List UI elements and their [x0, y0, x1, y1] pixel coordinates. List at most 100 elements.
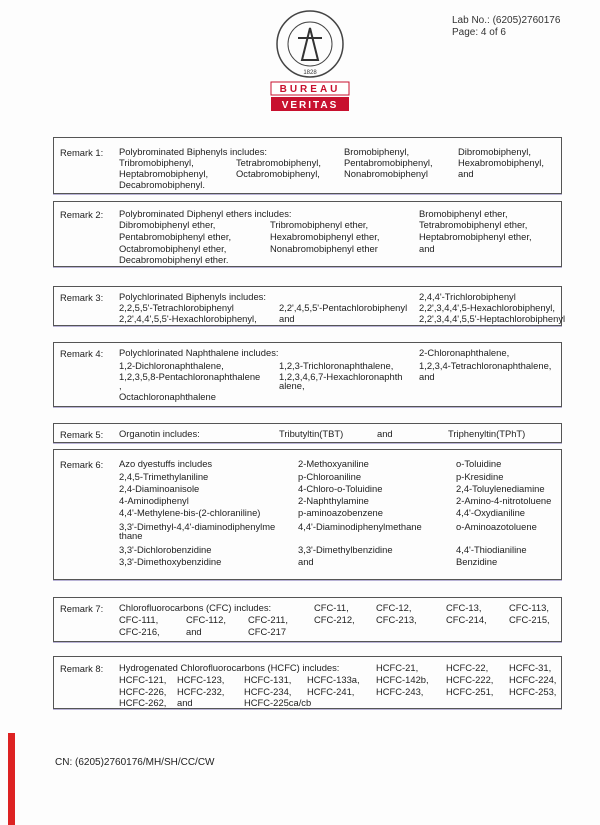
remark-item: Octabromobiphenyl,: [236, 168, 320, 179]
remark-box-7: Remark 7: Chlorofluorocarbons (CFC) inclu…: [53, 597, 562, 642]
remark-item: HCFC-31,: [509, 662, 552, 673]
remark-item: Heptabromobiphenyl,: [119, 168, 209, 179]
remark-item: Organotin includes:: [119, 428, 200, 439]
remark-item: Decabromobiphenyl ether.: [119, 254, 229, 265]
remark-item: Nonabromobiphenyl ether: [270, 243, 378, 254]
remark-item: 2,2',3,4,4',5,5'-Heptachlorobiphenyl: [419, 313, 566, 324]
remark-item: HCFC-224,: [509, 674, 557, 685]
remark-item: Pentabromobiphenyl ether,: [119, 231, 232, 242]
remark-item: CFC-215,: [509, 614, 550, 625]
remark-item: HCFC-225ca/cb: [244, 697, 312, 708]
remark-item: HCFC-222,: [446, 674, 494, 685]
remark-box-5: Remark 5: Organotin includes: Tributyltin(…: [53, 423, 562, 443]
svg-text:BUREAU: BUREAU: [280, 84, 341, 95]
remark-item: 2-Chloronaphthalene,: [419, 347, 510, 358]
remark-item: HCFC-241,: [307, 686, 355, 697]
remark-item: Dibromobiphenyl,: [458, 146, 531, 157]
remark-label: Remark 7:: [60, 603, 104, 614]
remark-item: HCFC-232,: [177, 686, 225, 697]
remark-item: o-Toluidine: [456, 458, 502, 469]
remark-item: 3,3'-Dichlorobenzidine: [119, 544, 212, 555]
remark-item: Octachloronaphthalene: [119, 391, 216, 402]
remark-item: Polybrominated Biphenyls includes:: [119, 146, 267, 157]
remark-label: Remark 4:: [60, 348, 104, 359]
remark-item: Hexabromobiphenyl,: [458, 157, 544, 168]
remark-item: 1,2,3,4,6,7-Hexachloronaphth: [279, 371, 403, 382]
remark-item: CFC-112,: [186, 614, 226, 625]
remark-box-6: Remark 6: Azo dyestuffs includes 2-Methoxy…: [53, 449, 562, 580]
remark-item: Dibromobiphenyl ether,: [119, 219, 216, 230]
remark-item: Chlorofluorocarbons (CFC) includes:: [119, 602, 272, 613]
remark-item: Tribromobiphenyl ether,: [270, 219, 369, 230]
remark-label: Remark 1:: [60, 147, 104, 158]
remark-item: Polybrominated Diphenyl ethers includes:: [119, 208, 292, 219]
remark-item: HCFC-253,: [509, 686, 557, 697]
remark-item: 2,2',4,5,5'-Pentachlorobiphenyl: [279, 302, 408, 313]
remark-item: Tributyltin(TBT): [279, 428, 344, 439]
remark-item: CFC-211,: [248, 614, 288, 625]
remark-item: HCFC-251,: [446, 686, 494, 697]
remark-item: HCFC-22,: [446, 662, 489, 673]
remark-item: Azo dyestuffs includes: [119, 458, 213, 469]
remark-item: HCFC-21,: [376, 662, 419, 673]
remark-item: p-Kresidine: [456, 471, 504, 482]
page-number: Page: 4 of 6: [452, 27, 506, 38]
remark-item: Pentabromobiphenyl,: [344, 157, 433, 168]
remark-item: Tribromobiphenyl,: [119, 157, 194, 168]
remark-item: Triphenyltin(TPhT): [448, 428, 526, 439]
remark-item: 2,2',4,4',5,5'-Hexachlorobiphenyl,: [119, 313, 257, 324]
remark-item: Tetrabromobiphenyl ether,: [419, 219, 528, 230]
remark-item: and: [458, 168, 474, 179]
remark-item: 2-Naphthylamine: [298, 495, 369, 506]
remark-item: CFC-13,: [446, 602, 482, 613]
remark-item: p-Chloroaniline: [298, 471, 362, 482]
remark-item: Nonabromobiphenyl: [344, 168, 428, 179]
remark-item: HCFC-234,: [244, 686, 292, 697]
remark-item: 2,4,4'-Trichlorobiphenyl: [419, 291, 516, 302]
remark-item: CFC-216,: [119, 626, 160, 637]
remark-item: CFC-213,: [376, 614, 417, 625]
remark-item: CFC-214,: [446, 614, 487, 625]
remark-item: 1,2,3-Trichloronaphthalene,: [279, 360, 394, 371]
remark-item: Bromobiphenyl ether,: [419, 208, 508, 219]
remark-box-8: Remark 8: Hydrogenated Chlorofluorocarbon…: [53, 656, 562, 709]
remark-label: Remark 6:: [60, 459, 104, 470]
remark-item: HCFC-121,: [119, 674, 167, 685]
remark-item: ,: [119, 380, 122, 391]
remark-item: 2,2,5,5'-Tetrachlorobiphenyl: [119, 302, 234, 313]
remark-item: HCFC-142b,: [376, 674, 429, 685]
remark-item: 2,4-Diaminoanisole: [119, 483, 200, 494]
remark-item: CFC-217: [248, 626, 287, 637]
lab-number: Lab No.: (6205)2760176: [452, 15, 561, 26]
remark-item: and: [377, 428, 393, 439]
remark-item: 2,2',3,4,4',5-Hexachlorobiphenyl,: [419, 302, 555, 313]
red-margin-bar: [8, 733, 15, 825]
remark-label: Remark 8:: [60, 663, 104, 674]
remark-item: Heptabromobiphenyl ether,: [419, 231, 532, 242]
remark-item: HCFC-133a,: [307, 674, 360, 685]
remark-item: Decabromobiphenyl.: [119, 179, 205, 190]
remark-item: thane: [119, 530, 143, 541]
remark-label: Remark 2:: [60, 209, 104, 220]
svg-text:VERITAS: VERITAS: [282, 100, 339, 111]
remark-item: and: [298, 556, 314, 567]
remark-item: CFC-12,: [376, 602, 412, 613]
certificate-number: CN: (6205)2760176/MH/SH/CC/CW: [55, 757, 215, 768]
remark-item: and: [177, 697, 193, 708]
svg-text:1828: 1828: [303, 70, 317, 76]
remark-item: 4-Aminodiphenyl: [119, 495, 189, 506]
remark-label: Remark 5:: [60, 429, 104, 440]
remark-item: 3,3'-Dimethylbenzidine: [298, 544, 393, 555]
remark-item: Hydrogenated Chlorofluorocarbons (HCFC) …: [119, 662, 340, 673]
remark-item: HCFC-131,: [244, 674, 292, 685]
remark-item: 2-Amino-4-nitrotoluene: [456, 495, 552, 506]
remark-item: and: [419, 243, 435, 254]
remark-item: Bromobiphenyl,: [344, 146, 410, 157]
remark-item: HCFC-243,: [376, 686, 424, 697]
remark-item: 1,2,3,4-Tetrachloronaphthalene,: [419, 360, 552, 371]
remark-label: Remark 3:: [60, 292, 104, 303]
remark-item: 4,4'-Oxydianiline: [456, 507, 526, 518]
remark-item: 4-Chloro-o-Toluidine: [298, 483, 383, 494]
remark-item: CFC-11,: [314, 602, 349, 613]
